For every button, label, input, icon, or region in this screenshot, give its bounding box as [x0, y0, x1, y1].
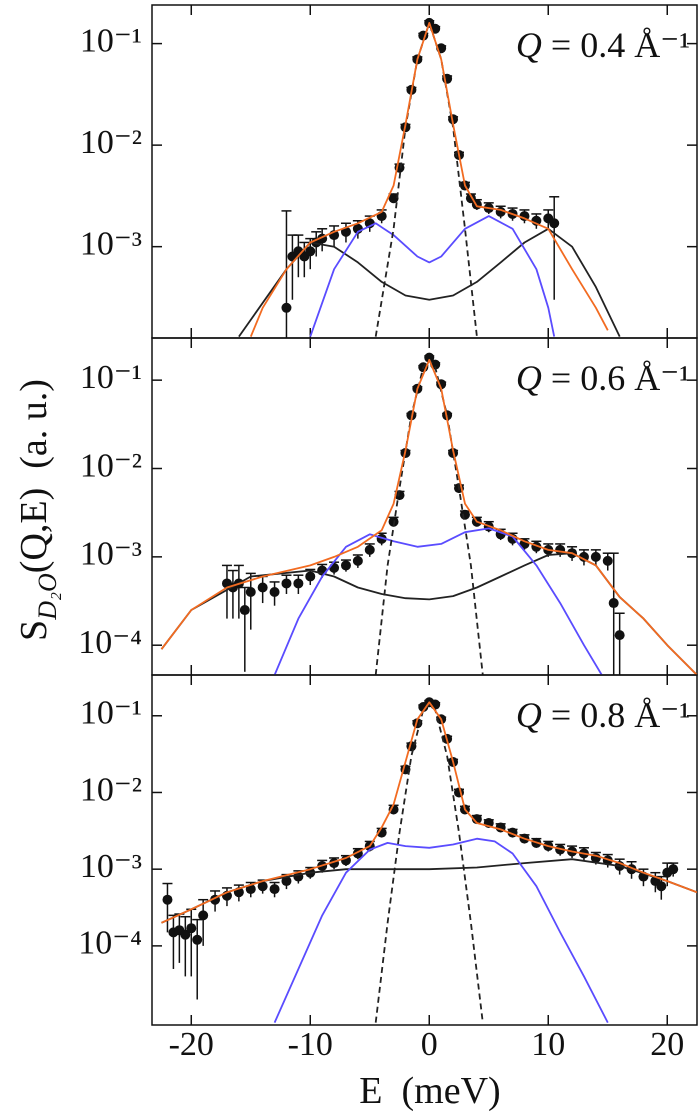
x-tick-label: 10 — [531, 1026, 565, 1063]
annotation-symbol: Q — [516, 358, 542, 398]
data-point — [162, 894, 173, 905]
fit-curve — [160, 358, 697, 675]
annotation-text: = 0.6 Å⁻¹ — [542, 358, 690, 398]
y-label-part: (Q,E) (a. u.) — [13, 379, 55, 573]
annotation: Q = 0.6 Å⁻¹ — [516, 358, 690, 398]
plot-frame — [151, 674, 698, 1026]
data-point — [602, 555, 613, 566]
annotation-symbol: Q — [516, 695, 542, 735]
x-tick-label: -10 — [288, 1026, 333, 1063]
data-point — [471, 814, 482, 825]
annotation-text: = 0.4 Å⁻¹ — [542, 25, 690, 65]
fit-curve — [249, 22, 609, 337]
fit-curve — [273, 527, 603, 675]
data-point — [590, 551, 601, 562]
data-point — [245, 587, 256, 598]
x-tick-label: 0 — [421, 1026, 438, 1063]
data-point — [281, 578, 292, 589]
fit-curve — [374, 703, 484, 1023]
y-axis-label: SD₂O(Q,E) (a. u.) — [13, 379, 62, 641]
data-point — [614, 630, 625, 641]
data-point — [305, 246, 316, 257]
data-point — [668, 864, 679, 875]
fit-curve — [273, 837, 609, 1024]
y-tick-label: 10⁻⁴ — [78, 925, 142, 962]
annotation-symbol: Q — [516, 25, 542, 65]
fit-curve — [374, 22, 478, 337]
data-point — [329, 562, 340, 573]
data-point — [257, 881, 268, 892]
data-point — [257, 582, 268, 593]
plot-area — [160, 352, 697, 675]
x-axis-label: E (meV) — [359, 1070, 500, 1112]
data-point — [656, 881, 667, 892]
data-point — [340, 560, 351, 571]
data-point — [352, 555, 363, 566]
x-tick-label: 20 — [650, 1026, 684, 1063]
y-tick-label: 10⁻² — [80, 771, 142, 808]
data-point — [459, 509, 470, 520]
y-tick-label: 10⁻¹ — [80, 695, 142, 732]
data-point — [281, 876, 292, 887]
y-tick-label: 10⁻³ — [80, 225, 142, 262]
y-tick-label: 10⁻³ — [80, 848, 142, 885]
data-point — [293, 578, 304, 589]
data-point — [578, 551, 589, 562]
data-point — [281, 302, 292, 313]
data-point — [198, 910, 209, 921]
y-tick-label: 10⁻⁴ — [78, 624, 142, 661]
data-point — [608, 598, 619, 609]
annotation-text: = 0.8 Å⁻¹ — [542, 695, 690, 735]
data-point — [186, 923, 197, 934]
data-point — [269, 587, 280, 598]
data-point — [388, 804, 399, 815]
data-point — [192, 934, 203, 945]
y-label-sub: D₂O — [33, 573, 62, 621]
fit-curve — [238, 227, 621, 338]
data-point — [388, 193, 399, 204]
data-point — [245, 884, 256, 895]
fit-curve — [160, 552, 697, 675]
data-point — [180, 929, 191, 940]
y-tick-label: 10⁻¹ — [80, 22, 142, 59]
annotation: Q = 0.8 Å⁻¹ — [516, 695, 690, 735]
fit-curve — [161, 701, 697, 924]
data-point — [269, 884, 280, 895]
annotation: Q = 0.4 Å⁻¹ — [516, 25, 690, 65]
plot-area — [238, 17, 621, 338]
data-point — [394, 490, 405, 501]
plot-area — [161, 697, 697, 1024]
data-point — [364, 544, 375, 555]
y-tick-label: 10⁻² — [80, 447, 142, 484]
y-tick-label: 10⁻¹ — [80, 359, 142, 396]
data-point — [424, 352, 435, 363]
data-point — [239, 605, 250, 616]
x-tick-label: -20 — [169, 1026, 214, 1063]
data-point — [549, 218, 560, 229]
y-label-part: S — [13, 620, 55, 641]
y-tick-label: 10⁻² — [80, 124, 142, 161]
fit-curve — [309, 215, 556, 337]
data-point — [305, 571, 316, 582]
y-tick-label: 10⁻³ — [80, 536, 142, 573]
